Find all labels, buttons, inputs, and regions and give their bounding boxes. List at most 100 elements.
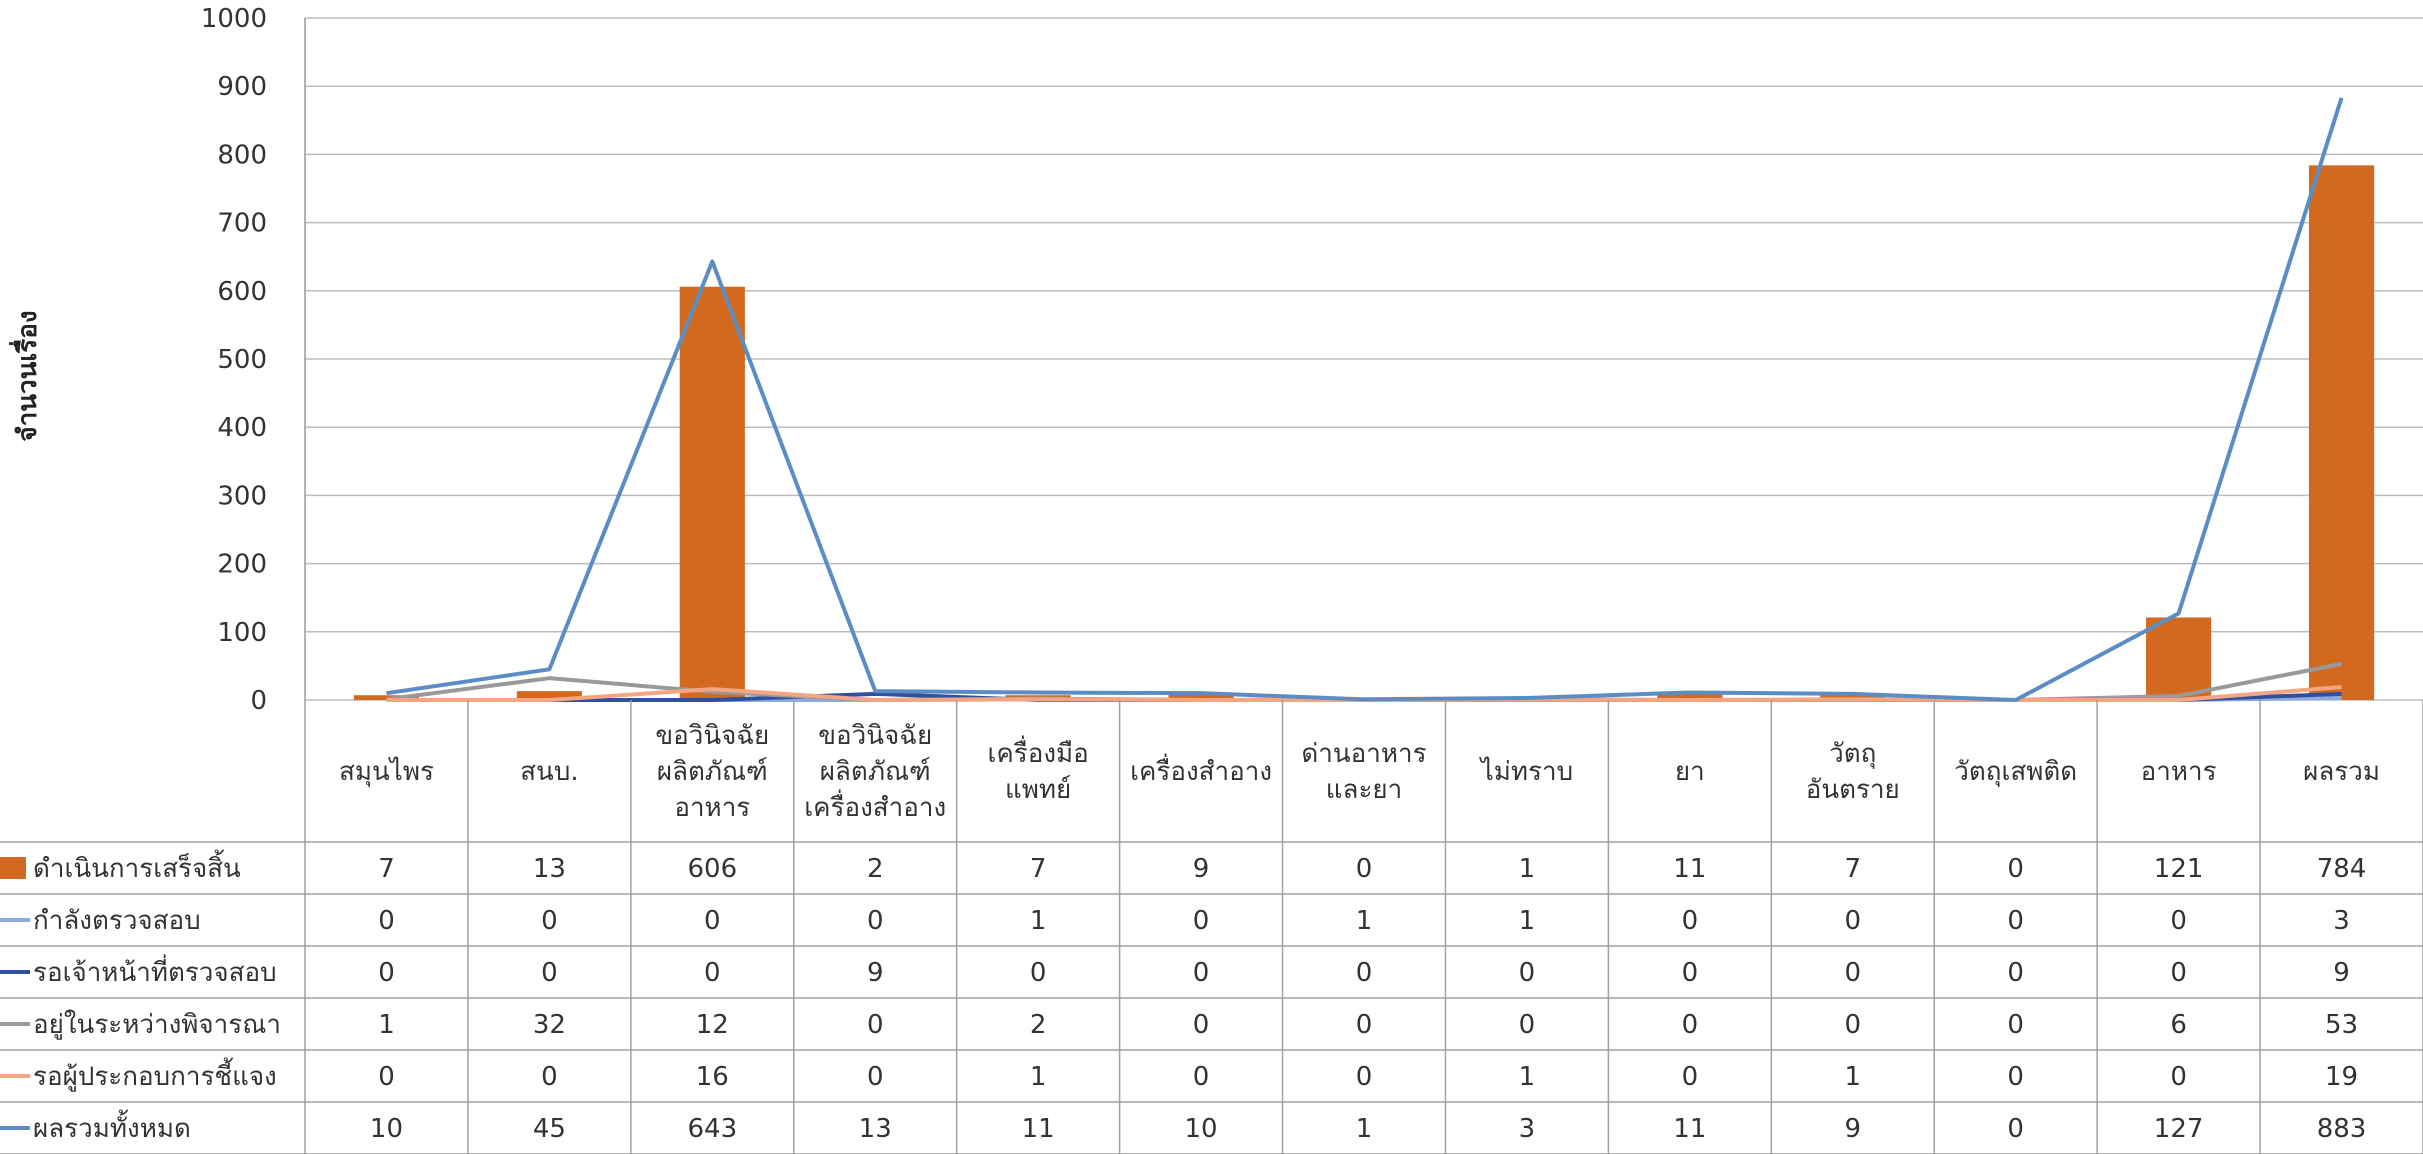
bar-series (353, 165, 2375, 700)
category-label: อันตราย (1806, 775, 1900, 805)
data-label: 1 (1030, 906, 1047, 936)
data-label: 0 (1682, 1010, 1699, 1040)
data-label: 3 (1519, 1114, 1536, 1144)
data-label: 0 (541, 1062, 558, 1092)
data-label: 606 (687, 854, 737, 884)
data-label: 121 (2154, 854, 2204, 884)
category-label: ผลิตภัณฑ์ (820, 757, 931, 787)
data-label: 0 (1030, 958, 1047, 988)
category-label: เครื่องมือ (987, 735, 1088, 769)
data-label: 0 (2170, 958, 2187, 988)
data-label: 11 (1022, 1114, 1055, 1144)
data-label: 45 (533, 1114, 566, 1144)
category-label: เครื่องสำอาง (1130, 753, 1272, 787)
data-label: 0 (2170, 906, 2187, 936)
bar (2146, 617, 2212, 700)
data-label: 7 (1030, 854, 1047, 884)
data-label: 0 (1193, 1062, 1210, 1092)
data-label: 11 (1673, 854, 1706, 884)
data-label: 0 (1844, 906, 1861, 936)
data-label: 0 (1356, 1010, 1373, 1040)
data-label: 0 (1356, 1062, 1373, 1092)
category-label: ขอวินิจฉัย (655, 721, 769, 751)
gridlines (305, 17, 2423, 701)
data-label: 0 (2007, 1010, 2024, 1040)
category-label: ด่านอาหาร (1301, 739, 1426, 769)
data-label: 0 (704, 958, 721, 988)
data-label: 12 (696, 1010, 729, 1040)
bar (516, 691, 582, 700)
data-label: 0 (1193, 1010, 1210, 1040)
category-label: อาหาร (2141, 757, 2217, 787)
data-label: 0 (1682, 958, 1699, 988)
data-label: 0 (1682, 1062, 1699, 1092)
data-label: 1 (1519, 906, 1536, 936)
data-label: 0 (1193, 958, 1210, 988)
y-tick-label: 100 (217, 618, 267, 648)
data-label: 0 (867, 1010, 884, 1040)
data-label: 0 (867, 906, 884, 936)
category-label: สนบ. (520, 757, 578, 787)
data-label: 0 (2007, 1062, 2024, 1092)
y-tick-label: 300 (217, 481, 267, 511)
legend-label: ผลรวมทั้งหมด (33, 1109, 191, 1144)
data-label: 0 (1682, 906, 1699, 936)
data-label: 1 (378, 1010, 395, 1040)
data-label: 13 (859, 1114, 892, 1144)
data-label: 1 (1844, 1062, 1861, 1092)
data-label: 0 (378, 906, 395, 936)
y-axis: 0 100 200 300 400 500 600 700 800 900 1000 (201, 4, 306, 716)
category-label: และยา (1326, 775, 1403, 805)
data-label: 0 (541, 958, 558, 988)
data-label: 0 (2007, 1114, 2024, 1144)
category-label: ผลิตภัณฑ์ (657, 757, 768, 787)
data-label: 11 (1673, 1114, 1706, 1144)
data-label: 9 (867, 958, 884, 988)
data-label: 2 (1030, 1010, 1047, 1040)
data-label: 784 (2317, 854, 2367, 884)
data-label: 0 (2170, 1062, 2187, 1092)
category-label: ผลรวม (2303, 757, 2380, 787)
data-label: 883 (2317, 1114, 2367, 1144)
bar (2308, 165, 2375, 700)
category-label: แพทย์ (1005, 775, 1071, 805)
data-label: 0 (1519, 1010, 1536, 1040)
legend-label: กำลังตรวจสอบ (33, 906, 201, 936)
data-label: 9 (2333, 958, 2350, 988)
data-label: 1 (1356, 906, 1373, 936)
data-label: 0 (2007, 854, 2024, 884)
category-label: ไม่ทราบ (1479, 756, 1573, 787)
y-axis-title: จำนวนเรื่อง (8, 310, 43, 441)
data-label: 0 (2007, 958, 2024, 988)
data-label: 32 (533, 1010, 566, 1040)
legend-key (0, 857, 26, 879)
data-label: 0 (378, 1062, 395, 1092)
data-label: 53 (2325, 1010, 2358, 1040)
data-label: 19 (2325, 1062, 2358, 1092)
y-tick-label: 200 (217, 550, 267, 580)
legend-label: อยู่ในระหว่างพิจารณา (33, 1010, 281, 1040)
data-label: 0 (1193, 906, 1210, 936)
data-label: 0 (2007, 906, 2024, 936)
category-label: ยา (1675, 757, 1705, 787)
bar (1168, 693, 1234, 700)
data-label: 0 (1844, 1010, 1861, 1040)
category-label: วัตถุ (1829, 739, 1876, 769)
y-tick-label: 600 (217, 277, 267, 307)
data-label: 7 (1844, 854, 1861, 884)
legend-label: รอเจ้าหน้าที่ตรวจสอบ (33, 954, 277, 988)
data-label: 13 (533, 854, 566, 884)
data-label: 0 (1356, 854, 1373, 884)
data-label: 0 (867, 1062, 884, 1092)
category-label: อาหาร (674, 793, 750, 823)
y-tick-label: 800 (217, 140, 267, 170)
data-label: 643 (687, 1114, 737, 1144)
data-label: 10 (370, 1114, 403, 1144)
bar (1657, 692, 1723, 700)
data-label: 0 (541, 906, 558, 936)
data-label: 3 (2333, 906, 2350, 936)
bar (679, 286, 745, 700)
category-label: ขอวินิจฉัย (818, 721, 932, 751)
data-label: 0 (378, 958, 395, 988)
